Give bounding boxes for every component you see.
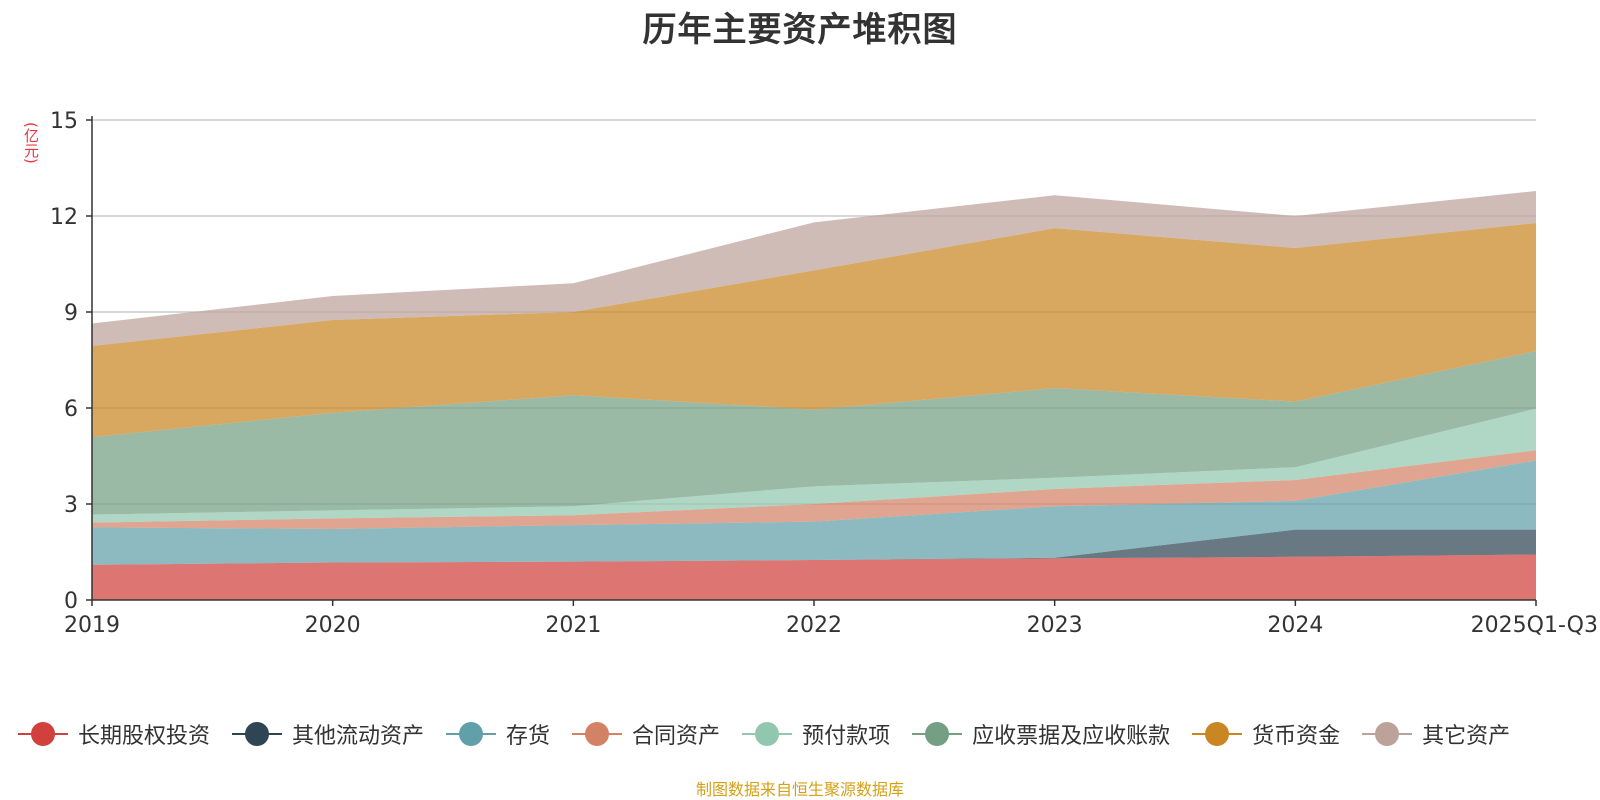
- legend-label: 货币资金: [1252, 724, 1341, 749]
- legend-item-6[interactable]: 货币资金: [1192, 718, 1340, 750]
- area-series-2[interactable]: [92, 460, 1536, 565]
- y-tick-label: 0: [64, 589, 78, 614]
- y-tick-label: 12: [50, 205, 78, 230]
- legend-marker-icon: [446, 721, 497, 747]
- area-series-4[interactable]: [92, 408, 1536, 523]
- x-tick-label: 2023: [1027, 613, 1083, 638]
- area-series-6[interactable]: [92, 223, 1536, 438]
- legend-label: 长期股权投资: [78, 724, 211, 749]
- legend-item-5[interactable]: 应收票据及应收账款: [912, 718, 1170, 750]
- x-tick-label: 2025Q1-Q3: [1471, 613, 1598, 638]
- source-note: 制图数据来自恒生聚源数据库: [695, 780, 904, 799]
- legend-label: 其它资产: [1422, 724, 1511, 749]
- legend-label: 其他流动资产: [292, 724, 425, 749]
- legend-marker-icon: [912, 721, 963, 747]
- legend-item-0[interactable]: 长期股权投资: [18, 718, 210, 750]
- legend-label: 预付款项: [802, 724, 891, 749]
- axes: 0 3 6 9 12 15 2019 2020 2021 2022 2023 2024 2025Q1-Q…: [50, 109, 1598, 638]
- legend-item-7[interactable]: 其它资产: [1362, 718, 1510, 750]
- stacked-area-chart: 0 3 6 9 12 15 2019 2020 2021 2022 2023 2024 2025Q1-Q…: [50, 109, 1598, 638]
- x-tick-label: 2024: [1267, 613, 1323, 638]
- legend-marker-icon: [742, 721, 793, 747]
- legend-label: 合同资产: [632, 724, 721, 749]
- legend-marker-icon: [572, 721, 623, 747]
- legend-marker-icon: [1362, 721, 1413, 747]
- y-tick-label: 6: [64, 397, 78, 422]
- area-series-3[interactable]: [92, 450, 1536, 529]
- legend-marker-icon: [232, 721, 283, 747]
- chart-title: 历年主要资产堆积图: [642, 10, 958, 50]
- area-series: [92, 191, 1536, 600]
- x-tick-label: 2020: [305, 613, 361, 638]
- area-series-5[interactable]: [92, 351, 1536, 515]
- x-tick-label: 2022: [786, 613, 842, 638]
- y-tick-label: 3: [64, 493, 78, 518]
- legend-item-3[interactable]: 合同资产: [572, 718, 720, 750]
- legend-item-4[interactable]: 预付款项: [742, 718, 890, 750]
- legend-item-2[interactable]: 存货: [446, 718, 550, 750]
- x-tick-label: 2019: [64, 613, 120, 638]
- legend-marker-icon: [1192, 721, 1243, 747]
- area-series-7[interactable]: [92, 191, 1536, 346]
- legend-label: 应收票据及应收账款: [972, 724, 1171, 749]
- legend: 长期股权投资 其他流动资产 存货 合同资产 预付款项 应收票据及应收账款 货币资金 其它资产: [18, 716, 1532, 752]
- y-axis-unit: (亿元): [22, 122, 40, 164]
- x-tick-label: 2021: [545, 613, 601, 638]
- legend-marker-icon: [18, 721, 68, 747]
- y-tick-label: 15: [50, 109, 78, 134]
- legend-item-1[interactable]: 其他流动资产: [232, 718, 424, 750]
- area-series-0[interactable]: [92, 554, 1536, 600]
- y-tick-label: 9: [64, 301, 78, 326]
- area-series-1[interactable]: [92, 529, 1536, 565]
- legend-label: 存货: [506, 724, 551, 749]
